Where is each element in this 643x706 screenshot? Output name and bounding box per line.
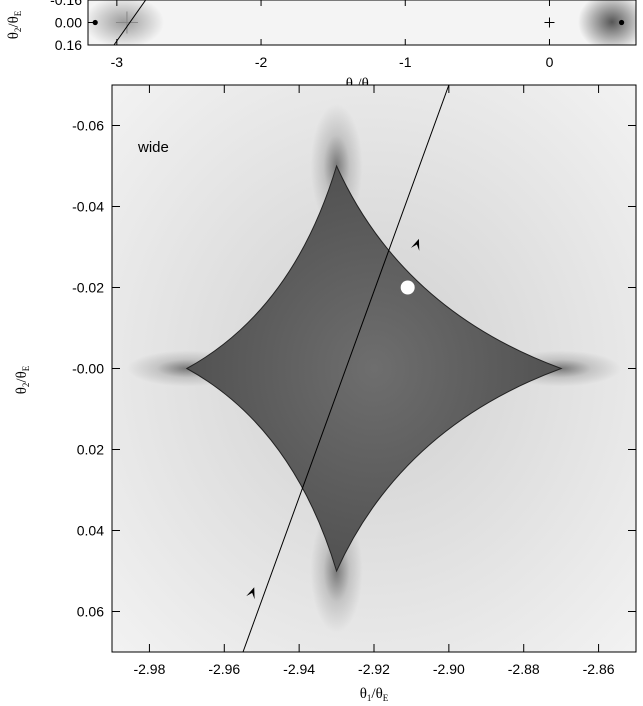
plus-marker: [115, 11, 138, 34]
point-mass-marker: [618, 19, 625, 26]
source-point: [400, 280, 415, 295]
top-x-tick-label: -2: [255, 54, 268, 70]
y-tick-label: 0.02: [77, 442, 104, 458]
y-tick-label: -0.04: [72, 199, 104, 215]
top-x-tick-label: -3: [111, 54, 124, 70]
x-tick-label: -2.90: [433, 661, 465, 677]
y-tick-label: 0.06: [77, 604, 104, 620]
top-y-axis-label: θ2/θE: [6, 10, 23, 39]
x-tick-label: -2.92: [358, 661, 390, 677]
top-y-tick-label: 0.00: [55, 15, 82, 31]
main-x-axis-label: θ1/θE: [360, 686, 389, 703]
y-tick-label: 0.04: [77, 523, 104, 539]
trajectory-arrow: [246, 587, 255, 600]
x-tick-label: -2.86: [583, 661, 615, 677]
main-panel: -2.98 -2.96 -2.94 -2.92 -2.90 -2.88 -2.86 -0.06…: [14, 84, 637, 703]
x-tick-label: -2.98: [133, 661, 165, 677]
top-y-tick-label: -0.16: [50, 0, 82, 8]
main-y-axis-label: θ2/θE: [14, 365, 31, 394]
point-mass-marker: [92, 19, 98, 26]
caustic-region: [185, 164, 563, 573]
top-x-tick-label: -1: [399, 54, 412, 70]
trajectory-arrow: [410, 238, 420, 251]
top-y-tick-label: 0.16: [55, 37, 82, 53]
y-tick-label: -0.02: [72, 280, 104, 296]
x-tick-label: -2.96: [208, 661, 240, 677]
y-tick-label: -0.00: [72, 361, 104, 377]
annotation-label: wide: [137, 139, 169, 156]
x-tick-label: -2.88: [508, 661, 540, 677]
top-right-shading: [578, 0, 636, 45]
trajectory-line: [242, 85, 450, 652]
x-tick-label: -2.94: [283, 661, 315, 677]
top-trajectory-line: [113, 0, 147, 45]
plus-marker: [544, 17, 555, 28]
top-x-tick-label: 0: [546, 54, 554, 70]
top-panel: -3-2-10-0.160.000.16 θ1/θE θ2/θE: [6, 0, 637, 93]
y-tick-label: -0.06: [72, 118, 104, 134]
